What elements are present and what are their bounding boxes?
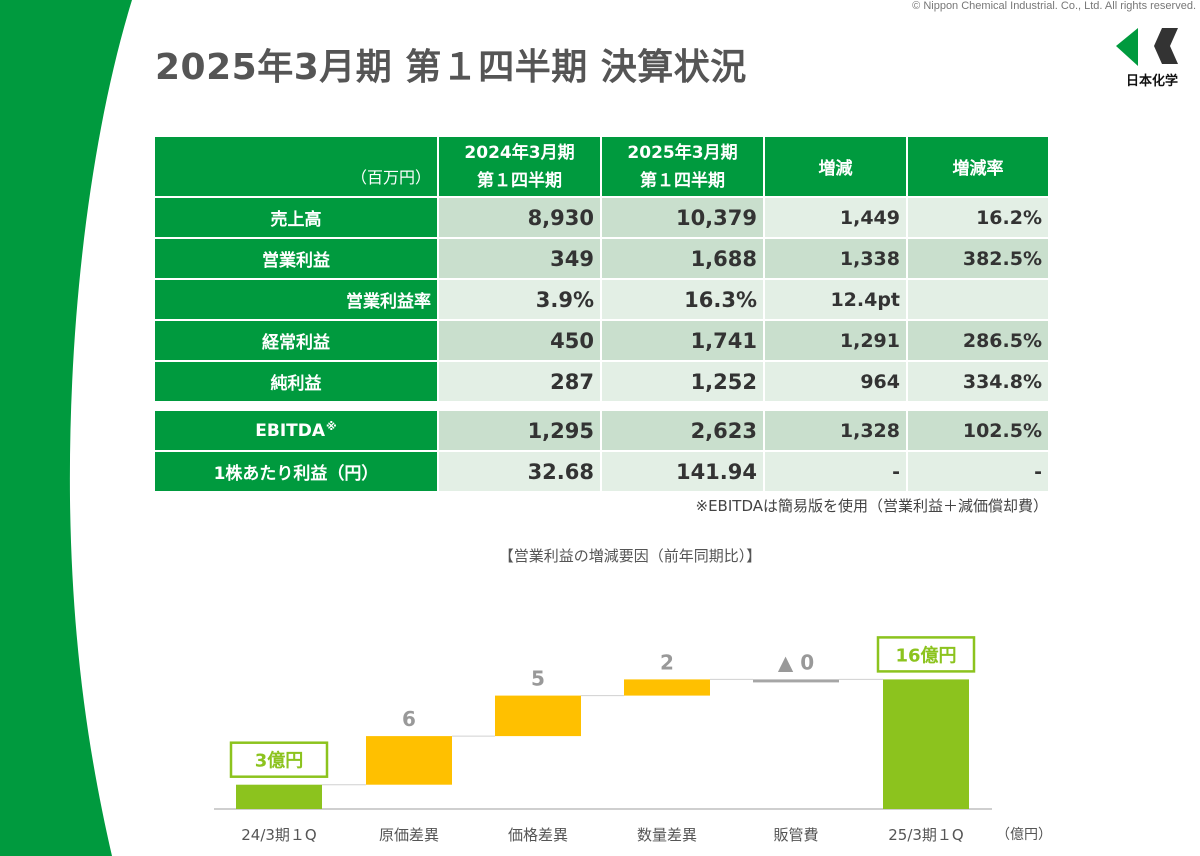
change-value: 1,338	[765, 239, 906, 278]
table-row: EBITDA ※ 1,295 2,623 1,328 102.5%	[155, 411, 1048, 450]
table-row: 経常利益 450 1,741 1,291 286.5%	[155, 321, 1048, 360]
rate-value: 102.5%	[908, 411, 1048, 450]
rate-value: -	[908, 452, 1048, 491]
header-prev-line2: 第１四半期	[477, 170, 562, 191]
change-value: 1,328	[765, 411, 906, 450]
curr-value: 16.3%	[602, 280, 763, 319]
prev-value: 8,930	[439, 198, 600, 237]
waterfall-bar	[624, 679, 710, 696]
waterfall-value-label: 2	[660, 650, 674, 674]
table-row: 営業利益 349 1,688 1,338 382.5%	[155, 239, 1048, 278]
ebitda-label: EBITDA	[255, 420, 326, 441]
rate-value: 16.2%	[908, 198, 1048, 237]
row-label: 営業利益率	[155, 280, 437, 319]
waterfall-category-label: 原価差異	[378, 826, 439, 844]
row-label: 純利益	[155, 362, 437, 401]
waterfall-category-label: 25/3期１Q	[888, 826, 964, 844]
waterfall-total-label-box	[876, 636, 976, 673]
waterfall-category-label: 24/3期１Q	[241, 826, 317, 844]
waterfall-value-label: 5	[531, 667, 545, 691]
waterfall-total-label: 16億円	[895, 644, 956, 666]
change-value: 964	[765, 362, 906, 401]
row-label: 1株あたり利益（円）	[155, 452, 437, 491]
table-row: 1株あたり利益（円） 32.68 141.94 - -	[155, 452, 1048, 491]
curr-value: 141.94	[602, 452, 763, 491]
header-rate: 増減率	[908, 137, 1048, 196]
company-logo-icon	[1116, 28, 1178, 66]
waterfall-bar	[883, 679, 969, 809]
results-table: （百万円） 2024年3月期 第１四半期 2025年3月期 第１四半期 増減 増…	[155, 137, 1048, 493]
waterfall-title: 【営業利益の増減要因（前年同期比）】	[498, 547, 762, 565]
change-value: 1,291	[765, 321, 906, 360]
waterfall-value-label: 6	[402, 707, 416, 731]
table-row: 純利益 287 1,252 964 334.8%	[155, 362, 1048, 401]
waterfall-category-label: 価格差異	[507, 826, 568, 844]
change-value: 1,449	[765, 198, 906, 237]
header-curr-line2: 第１四半期	[640, 170, 725, 191]
prev-value: 349	[439, 239, 600, 278]
waterfall-bar	[753, 679, 839, 683]
prev-value: 1,295	[439, 411, 600, 450]
ebitda-note-mark: ※	[326, 420, 337, 433]
change-value: 12.4pt	[765, 280, 906, 319]
curr-value: 1,741	[602, 321, 763, 360]
green-swoosh-decoration	[0, 0, 132, 856]
change-value: -	[765, 452, 906, 491]
curr-value: 1,688	[602, 239, 763, 278]
prev-value: 32.68	[439, 452, 600, 491]
header-prev-line1: 2024年3月期	[464, 142, 575, 163]
waterfall-total-label: 3億円	[255, 750, 304, 772]
rate-value: 382.5%	[908, 239, 1048, 278]
row-label-ebitda: EBITDA ※	[155, 411, 437, 450]
ebitda-footnote: ※EBITDAは簡易版を使用（営業利益＋減価償却費）	[695, 497, 1048, 515]
header-curr-line1: 2025年3月期	[627, 142, 738, 163]
waterfall-category-label: 販管費	[773, 826, 819, 844]
rate-value	[908, 280, 1048, 319]
waterfall-bar	[366, 736, 452, 785]
header-prev-period: 2024年3月期 第１四半期	[439, 137, 600, 196]
row-label: 営業利益	[155, 239, 437, 278]
prev-value: 3.9%	[439, 280, 600, 319]
waterfall-unit-label: （億円）	[996, 827, 1052, 843]
header-curr-period: 2025年3月期 第１四半期	[602, 137, 763, 196]
waterfall-category-label: 数量差異	[636, 826, 697, 844]
rate-value: 286.5%	[908, 321, 1048, 360]
page-title: 2025年3月期 第１四半期 決算状況	[155, 47, 747, 88]
row-label: 売上高	[155, 198, 437, 237]
curr-value: 1,252	[602, 362, 763, 401]
prev-value: 287	[439, 362, 600, 401]
waterfall-total-label-box	[229, 741, 329, 778]
waterfall-bar	[236, 784, 322, 809]
copyright-text: © Nippon Chemical Industrial. Co., Ltd. …	[912, 0, 1196, 12]
waterfall-bar	[495, 695, 581, 737]
curr-value: 2,623	[602, 411, 763, 450]
table-row: 営業利益率 3.9% 16.3% 12.4pt	[155, 280, 1048, 319]
prev-value: 450	[439, 321, 600, 360]
curr-value: 10,379	[602, 198, 763, 237]
waterfall-value-label: ▲ 0	[778, 650, 814, 674]
unit-label: （百万円）	[155, 137, 437, 196]
table-header-row: （百万円） 2024年3月期 第１四半期 2025年3月期 第１四半期 増減 増…	[155, 137, 1048, 196]
company-logo-text: 日本化学	[1125, 74, 1178, 89]
header-change: 増減	[765, 137, 906, 196]
rate-value: 334.8%	[908, 362, 1048, 401]
row-label: 経常利益	[155, 321, 437, 360]
table-row: 売上高 8,930 10,379 1,449 16.2%	[155, 198, 1048, 237]
